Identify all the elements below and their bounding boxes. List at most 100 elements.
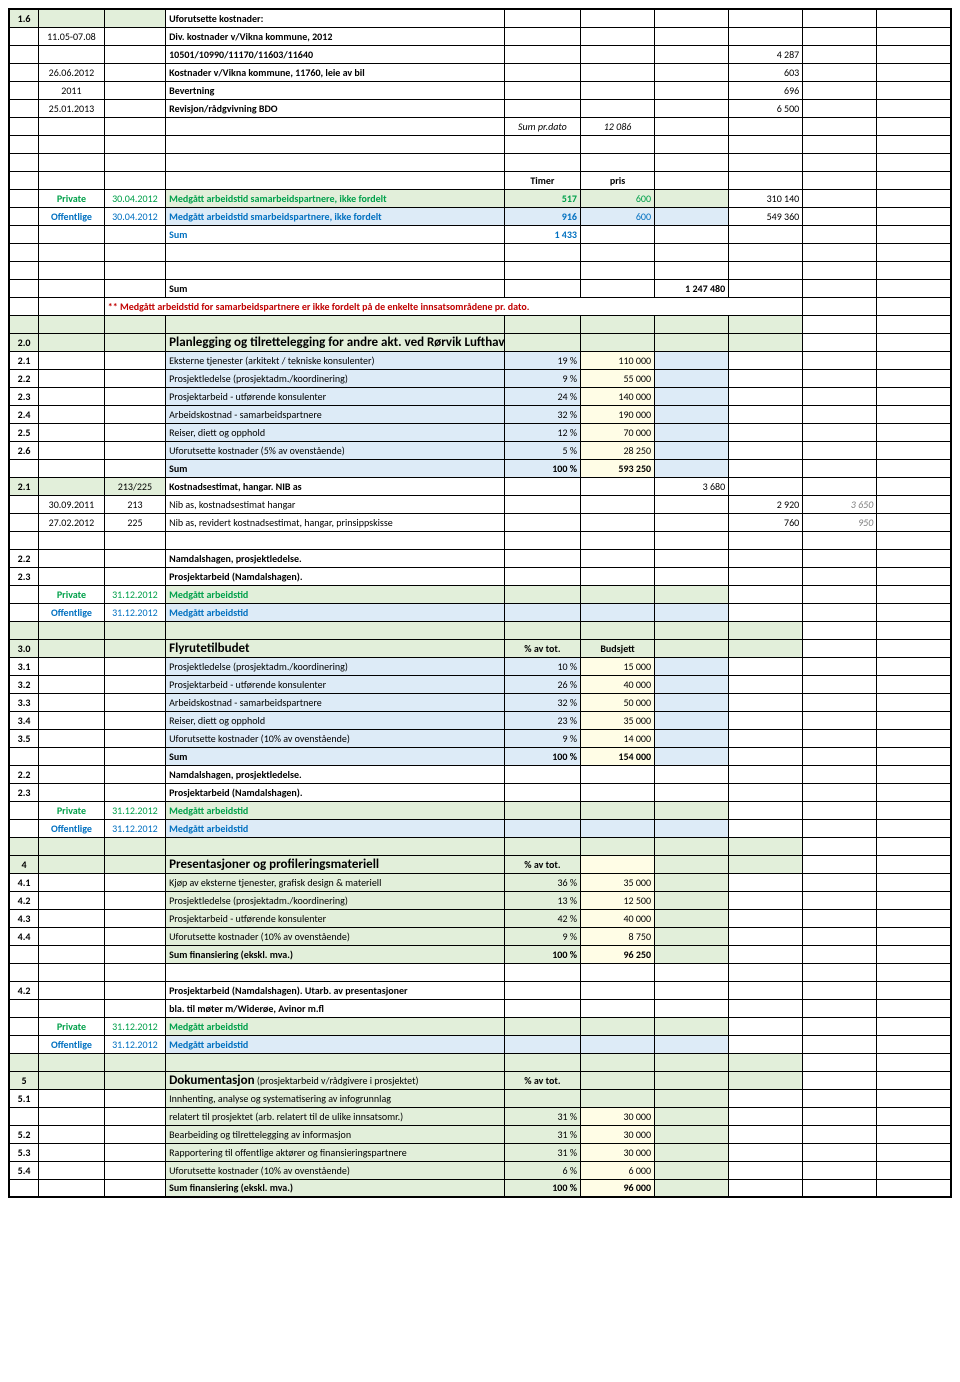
row-id: 1.6 bbox=[9, 9, 39, 27]
row-id: 4.1 bbox=[9, 873, 39, 891]
col-9 bbox=[877, 747, 951, 765]
col-ref bbox=[104, 1161, 165, 1179]
table-row: 4.3Prosjektarbeid - utførende konsulente… bbox=[9, 909, 951, 927]
col-date: Private bbox=[39, 801, 105, 819]
col-6 bbox=[655, 819, 729, 837]
col-7 bbox=[729, 117, 803, 135]
col-date: Offentlige bbox=[39, 1035, 105, 1053]
col-budget: 190 000 bbox=[581, 405, 655, 423]
col-9 bbox=[877, 693, 951, 711]
row-id bbox=[9, 801, 39, 819]
col-pct: 100 % bbox=[504, 459, 580, 477]
description-cell: Medgått arbeidstid bbox=[166, 819, 505, 837]
description-cell: Uforutsette kostnader (10% av ovenståend… bbox=[166, 1161, 505, 1179]
col-7 bbox=[729, 549, 803, 567]
col-7 bbox=[729, 801, 803, 819]
table-row: 26.06.2012Kostnader v/Vikna kommune, 117… bbox=[9, 63, 951, 81]
col-6 bbox=[655, 963, 729, 981]
col-date bbox=[39, 945, 105, 963]
col-7 bbox=[729, 909, 803, 927]
col-ref: 31.12.2012 bbox=[104, 1035, 165, 1053]
col-9 bbox=[877, 63, 951, 81]
col-date bbox=[39, 1107, 105, 1125]
row-id: 5.1 bbox=[9, 1089, 39, 1107]
description-cell bbox=[166, 243, 505, 261]
col-pct: 31 % bbox=[504, 1125, 580, 1143]
col-8 bbox=[803, 153, 877, 171]
col-9 bbox=[877, 333, 951, 351]
col-budget: 96 000 bbox=[581, 1179, 655, 1197]
col-pct bbox=[504, 27, 580, 45]
col-7 bbox=[729, 891, 803, 909]
col-ref: 30.04.2012 bbox=[104, 189, 165, 207]
row-id bbox=[9, 585, 39, 603]
col-8 bbox=[803, 351, 877, 369]
col-ref bbox=[104, 45, 165, 63]
col-date bbox=[39, 909, 105, 927]
col-8 bbox=[803, 711, 877, 729]
table-row: Private30.04.2012Medgått arbeidstid sama… bbox=[9, 189, 951, 207]
row-id: 3.3 bbox=[9, 693, 39, 711]
col-pct: % av tot. bbox=[504, 639, 580, 657]
col-pct: 1 433 bbox=[504, 225, 580, 243]
description-cell: Uforutsette kostnader (10% av ovenståend… bbox=[166, 927, 505, 945]
description-cell: Kostnadsestimat, hangar. NIB as bbox=[166, 477, 505, 495]
row-id: 5 bbox=[9, 1071, 39, 1089]
col-date bbox=[39, 675, 105, 693]
col-6 bbox=[655, 945, 729, 963]
col-9 bbox=[877, 1035, 951, 1053]
col-9 bbox=[877, 981, 951, 999]
description-cell: bla. til møter m/Widerøe, Avinor m.fl bbox=[166, 999, 505, 1017]
table-row: 2.3Prosjektarbeid - utførende konsulente… bbox=[9, 387, 951, 405]
col-pct bbox=[504, 315, 580, 333]
col-9 bbox=[877, 45, 951, 63]
row-id: 5.2 bbox=[9, 1125, 39, 1143]
col-budget bbox=[581, 477, 655, 495]
description-cell: Medgått arbeidstid bbox=[166, 1035, 505, 1053]
col-pct bbox=[504, 549, 580, 567]
description-cell: 10501/10990/11170/11603/11640 bbox=[166, 45, 505, 63]
col-6 bbox=[655, 873, 729, 891]
col-pct: 5 % bbox=[504, 441, 580, 459]
description-cell: Uforutsette kostnader (10% av ovenståend… bbox=[166, 729, 505, 747]
description-cell: Nib as, revidert kostnadsestimat, hangar… bbox=[166, 513, 505, 531]
col-7 bbox=[729, 837, 803, 855]
col-date bbox=[39, 117, 105, 135]
col-9 bbox=[877, 819, 951, 837]
col-date bbox=[39, 765, 105, 783]
col-ref bbox=[104, 1053, 165, 1071]
col-date bbox=[39, 1143, 105, 1161]
col-6 bbox=[655, 405, 729, 423]
table-row: 2.2Namdalshagen, prosjektledelse. bbox=[9, 549, 951, 567]
col-9 bbox=[877, 351, 951, 369]
col-7 bbox=[729, 405, 803, 423]
col-6 bbox=[655, 1089, 729, 1107]
col-6 bbox=[655, 981, 729, 999]
col-7 bbox=[729, 999, 803, 1017]
col-8 bbox=[803, 621, 877, 639]
table-row: 2.4Arbeidskostnad - samarbeidspartnere32… bbox=[9, 405, 951, 423]
col-ref bbox=[104, 333, 165, 351]
col-8 bbox=[803, 963, 877, 981]
col-budget bbox=[581, 315, 655, 333]
description-cell bbox=[166, 621, 505, 639]
col-9 bbox=[877, 855, 951, 873]
table-row: ** Medgått arbeidstid for samarbeidspart… bbox=[9, 297, 951, 315]
col-budget: 40 000 bbox=[581, 675, 655, 693]
col-7 bbox=[729, 351, 803, 369]
col-8 bbox=[803, 873, 877, 891]
col-pct bbox=[504, 819, 580, 837]
col-budget: 8 750 bbox=[581, 927, 655, 945]
col-budget bbox=[581, 963, 655, 981]
description-cell: Prosjektarbeid - utførende konsulenter bbox=[166, 675, 505, 693]
col-budget bbox=[581, 243, 655, 261]
col-date bbox=[39, 621, 105, 639]
col-ref bbox=[104, 855, 165, 873]
col-date bbox=[39, 279, 105, 297]
col-6 bbox=[655, 1017, 729, 1035]
row-id bbox=[9, 171, 39, 189]
col-pct: % av tot. bbox=[504, 855, 580, 873]
col-ref bbox=[104, 459, 165, 477]
col-pct bbox=[504, 963, 580, 981]
col-8 bbox=[803, 63, 877, 81]
